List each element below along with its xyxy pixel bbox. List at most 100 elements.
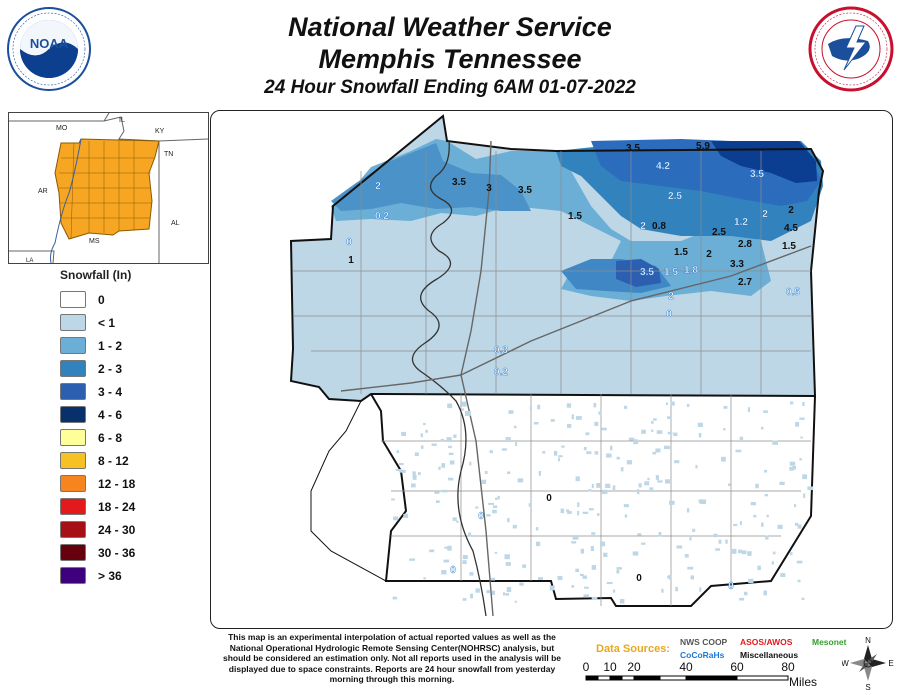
inset-locator-map: MO IL KY TN AR MS AL LA [8, 112, 209, 264]
trace-speckle [594, 421, 599, 427]
trace-speckle [747, 407, 750, 412]
trace-speckle [501, 448, 507, 451]
trace-speckle [799, 458, 802, 461]
trace-speckle [761, 426, 764, 430]
observation-value: 1.5 [674, 247, 688, 258]
trace-speckle [423, 422, 426, 426]
trace-speckle [489, 450, 493, 454]
trace-speckle [772, 440, 778, 445]
trace-speckle [665, 479, 670, 484]
trace-speckle [623, 504, 629, 508]
legend-item: 12 - 18 [60, 472, 200, 495]
trace-speckle [690, 575, 694, 580]
observation-value: 3 [486, 183, 492, 194]
trace-speckle [401, 469, 406, 473]
trace-speckle [533, 422, 539, 425]
observation-value: 0.5 [786, 287, 800, 298]
trace-speckle [715, 548, 720, 551]
trace-speckle [689, 535, 692, 541]
trace-speckle [619, 599, 625, 604]
observation-value: 1.5 [664, 267, 678, 278]
trace-speckle [653, 418, 657, 421]
observation-value: 4.2 [656, 161, 670, 172]
trace-speckle [807, 486, 814, 491]
observation-value: 3.5 [518, 185, 532, 196]
trace-speckle [392, 596, 398, 600]
trace-speckle [620, 467, 624, 472]
legend-swatch [60, 337, 86, 354]
source-coop: NWS COOP [680, 637, 728, 647]
trace-speckle [741, 550, 747, 555]
legend-swatch [60, 406, 86, 423]
observation-value: 1.5 [782, 241, 796, 252]
trace-speckle [535, 527, 539, 531]
legend-swatch [60, 521, 86, 538]
trace-speckle [797, 579, 801, 583]
trace-speckle [448, 445, 452, 449]
trace-speckle [692, 528, 696, 532]
compass-e: E [888, 659, 893, 668]
trace-speckle [743, 591, 748, 596]
inset-label-ky: KY [155, 128, 165, 135]
trace-speckle [519, 582, 524, 586]
trace-speckle [623, 405, 628, 409]
trace-speckle [633, 439, 639, 445]
legend-item: < 1 [60, 311, 200, 334]
scale-tick-80: 80 [781, 660, 795, 674]
trace-speckle [514, 600, 517, 603]
title-line-1: National Weather Service [288, 12, 612, 42]
trace-speckle [580, 573, 584, 577]
compass-s: S [865, 683, 870, 691]
observation-value: 0 [728, 581, 734, 592]
trace-speckle [514, 425, 517, 429]
trace-speckle [771, 561, 774, 565]
trace-speckle [628, 437, 635, 441]
trace-speckle [462, 555, 468, 560]
trace-speckle [657, 480, 663, 483]
legend-label: > 36 [98, 568, 122, 583]
observation-value: 4.5 [784, 223, 798, 234]
scale-tick-60: 60 [730, 660, 744, 674]
trace-speckle [728, 483, 731, 486]
trace-speckle [600, 541, 606, 547]
trace-speckle [537, 404, 541, 410]
legend-label: < 1 [98, 315, 116, 330]
observation-value: 3.3 [730, 259, 744, 270]
trace-speckle [505, 562, 511, 566]
legend-swatch [60, 360, 86, 377]
trace-speckle [755, 483, 759, 489]
legend-label: 8 - 12 [98, 453, 129, 468]
trace-speckle [610, 445, 613, 451]
inset-label-ar: AR [38, 188, 48, 195]
trace-speckle [399, 469, 402, 473]
trace-speckle [495, 497, 498, 500]
observation-value: 2 [762, 209, 768, 220]
trace-speckle [721, 456, 726, 462]
trace-speckle [803, 493, 806, 498]
trace-speckle [512, 524, 517, 529]
trace-speckle [475, 588, 480, 593]
legend-swatch [60, 291, 86, 308]
trace-speckle [453, 434, 457, 438]
observation-value: 0.8 [652, 221, 666, 232]
observation-value: 2 [640, 221, 646, 232]
trace-speckle [632, 551, 639, 556]
observation-value: 2.8 [738, 239, 752, 250]
observation-value: 3.5 [750, 169, 764, 180]
trace-speckle [713, 533, 718, 538]
trace-speckle [507, 471, 511, 474]
trace-speckle [391, 498, 395, 501]
legend-item: 24 - 30 [60, 518, 200, 541]
trace-speckle [591, 532, 596, 535]
trace-speckle [739, 436, 744, 440]
observation-value: 0.3 [494, 345, 508, 356]
trace-speckle [557, 575, 563, 580]
trace-speckle [558, 455, 563, 458]
title-line-2: Memphis Tennessee [318, 44, 582, 74]
inset-label-la: LA [26, 258, 33, 263]
trace-speckle [399, 463, 404, 466]
compass-w: W [842, 659, 849, 668]
legend-label: 12 - 18 [98, 476, 136, 491]
trace-speckle [799, 417, 805, 420]
snowfall-map: 3.5 5.9 4.2 3.5 3.5 3 3.5 2 0.2 2.5 1.5 2 0.8 1.2 2 2 2.… [210, 110, 893, 629]
